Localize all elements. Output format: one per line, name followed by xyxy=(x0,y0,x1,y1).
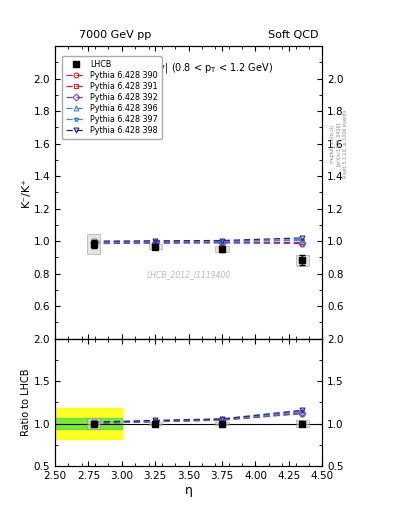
Bar xyxy=(296,420,309,427)
Bar xyxy=(215,246,229,252)
Text: Rivet 3.1.10, ≥ 100k events: Rivet 3.1.10, ≥ 100k events xyxy=(343,109,348,178)
Line: Pythia 6.428 396: Pythia 6.428 396 xyxy=(91,238,305,245)
Pythia 6.428 396 xyxy=(153,239,158,245)
Pythia 6.428 390 xyxy=(220,240,224,246)
Bar xyxy=(149,244,162,249)
Text: mcplots.cern.ch: mcplots.cern.ch xyxy=(330,124,334,163)
Pythia 6.428 391 xyxy=(220,239,224,245)
Pythia 6.428 392 xyxy=(300,240,305,246)
Line: Pythia 6.428 392: Pythia 6.428 392 xyxy=(91,240,305,246)
Text: Soft QCD: Soft QCD xyxy=(268,30,318,40)
Bar xyxy=(149,422,162,425)
Legend: LHCB, Pythia 6.428 390, Pythia 6.428 391, Pythia 6.428 392, Pythia 6.428 396, Py: LHCB, Pythia 6.428 390, Pythia 6.428 391… xyxy=(62,56,162,139)
X-axis label: η: η xyxy=(185,483,193,497)
Pythia 6.428 390 xyxy=(153,240,158,246)
Text: K$^-$/K$^+$ vs |y| (0.8 < p$_\mathrm{T}$ < 1.2 GeV): K$^-$/K$^+$ vs |y| (0.8 < p$_\mathrm{T}$… xyxy=(105,61,273,76)
Text: 7000 GeV pp: 7000 GeV pp xyxy=(79,30,151,40)
Pythia 6.428 397 xyxy=(300,237,305,243)
Pythia 6.428 396 xyxy=(92,239,96,245)
Pythia 6.428 397 xyxy=(220,238,224,244)
Pythia 6.428 392 xyxy=(92,240,96,246)
Line: Pythia 6.428 391: Pythia 6.428 391 xyxy=(91,240,305,245)
Bar xyxy=(215,422,229,425)
Y-axis label: Ratio to LHCB: Ratio to LHCB xyxy=(21,369,31,436)
Text: [arXiv:1306.3436]: [arXiv:1306.3436] xyxy=(336,121,341,165)
Y-axis label: K⁻/K⁺: K⁻/K⁺ xyxy=(21,177,31,207)
Pythia 6.428 398 xyxy=(220,238,224,244)
Pythia 6.428 397 xyxy=(153,239,158,245)
Pythia 6.428 397 xyxy=(92,239,96,245)
Line: Pythia 6.428 397: Pythia 6.428 397 xyxy=(91,237,305,244)
Pythia 6.428 398 xyxy=(92,238,96,244)
Pythia 6.428 396 xyxy=(220,239,224,245)
Pythia 6.428 392 xyxy=(153,240,158,246)
Pythia 6.428 390 xyxy=(92,241,96,247)
Pythia 6.428 398 xyxy=(153,238,158,244)
Bar xyxy=(87,418,101,429)
Pythia 6.428 396 xyxy=(300,237,305,243)
Bar xyxy=(55,408,122,439)
Bar xyxy=(87,234,101,253)
Pythia 6.428 398 xyxy=(300,235,305,241)
Text: LHCB_2012_I1119400: LHCB_2012_I1119400 xyxy=(147,270,231,279)
Pythia 6.428 391 xyxy=(300,240,305,246)
Bar xyxy=(55,418,122,429)
Line: Pythia 6.428 390: Pythia 6.428 390 xyxy=(91,240,305,246)
Pythia 6.428 390 xyxy=(300,241,305,247)
Bar xyxy=(296,254,309,266)
Line: Pythia 6.428 398: Pythia 6.428 398 xyxy=(91,236,305,244)
Pythia 6.428 391 xyxy=(153,240,158,246)
Pythia 6.428 392 xyxy=(220,240,224,246)
Pythia 6.428 391 xyxy=(92,240,96,246)
